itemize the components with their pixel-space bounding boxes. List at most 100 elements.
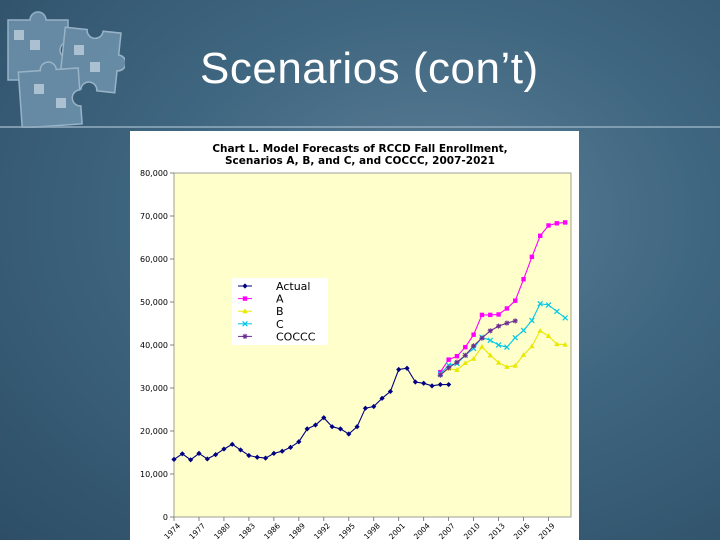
legend-label: A bbox=[276, 293, 284, 306]
data-point bbox=[471, 343, 477, 349]
x-tick-label: 2007 bbox=[437, 521, 457, 540]
data-point bbox=[479, 343, 485, 349]
data-point bbox=[463, 344, 468, 350]
x-tick-label: 2001 bbox=[387, 521, 407, 540]
x-tick-label: 1989 bbox=[287, 521, 307, 540]
data-point bbox=[495, 323, 502, 329]
series-a bbox=[438, 220, 568, 375]
x-tick-label: 1992 bbox=[312, 521, 332, 540]
chart-container: Chart L. Model Forecasts of RCCD Fall En… bbox=[130, 131, 579, 541]
data-point bbox=[246, 452, 252, 459]
data-point bbox=[562, 220, 568, 225]
data-point bbox=[304, 426, 310, 432]
data-point bbox=[446, 357, 451, 362]
data-point bbox=[437, 381, 443, 388]
data-point bbox=[554, 308, 560, 315]
data-point bbox=[179, 451, 185, 457]
data-point bbox=[529, 343, 535, 349]
y-tick-label: 50,000 bbox=[140, 298, 168, 307]
y-tick-label: 70,000 bbox=[140, 212, 168, 221]
data-point bbox=[446, 365, 452, 371]
x-tick-label: 2016 bbox=[512, 521, 532, 540]
data-point bbox=[504, 344, 510, 350]
x-tick-label: 2013 bbox=[487, 521, 507, 540]
data-point bbox=[171, 456, 177, 462]
puzzle-logo bbox=[7, 11, 125, 128]
legend-item: Actual bbox=[238, 280, 310, 293]
data-point bbox=[496, 312, 501, 317]
data-point bbox=[512, 318, 518, 324]
data-point bbox=[504, 320, 510, 326]
data-point bbox=[213, 452, 219, 458]
data-point bbox=[470, 355, 477, 361]
y-tick-label: 30,000 bbox=[140, 384, 168, 393]
data-point bbox=[545, 333, 552, 338]
data-point bbox=[454, 359, 460, 365]
x-tick-label: 2019 bbox=[537, 521, 557, 540]
data-point bbox=[488, 312, 493, 318]
y-tick-label: 40,000 bbox=[140, 341, 168, 350]
legend-item: B bbox=[238, 305, 284, 318]
y-tick-label: 80,000 bbox=[140, 169, 168, 178]
y-tick-label: 10,000 bbox=[140, 470, 168, 479]
data-point bbox=[554, 341, 560, 347]
data-point bbox=[242, 296, 248, 301]
series-line bbox=[439, 221, 566, 373]
data-point bbox=[520, 352, 527, 357]
data-point bbox=[529, 317, 535, 324]
data-point bbox=[513, 298, 518, 303]
data-point bbox=[287, 444, 294, 450]
data-point bbox=[471, 332, 476, 337]
data-point bbox=[354, 424, 360, 430]
series-line bbox=[439, 320, 516, 376]
data-point bbox=[487, 337, 494, 344]
data-point bbox=[546, 223, 551, 228]
x-tick-label: 1998 bbox=[362, 521, 382, 540]
slide-title: Scenarios (con’t) bbox=[200, 44, 539, 93]
data-point bbox=[404, 365, 410, 371]
data-point bbox=[229, 441, 235, 447]
data-point bbox=[562, 315, 568, 321]
data-point bbox=[242, 333, 248, 339]
legend-item: COCCC bbox=[238, 330, 316, 343]
legend-item: C bbox=[238, 318, 284, 331]
x-tick-label: 1986 bbox=[262, 521, 282, 540]
data-point bbox=[538, 233, 543, 238]
y-tick-label: 20,000 bbox=[140, 427, 168, 436]
data-point bbox=[446, 381, 452, 388]
data-point bbox=[512, 334, 519, 341]
data-point bbox=[337, 426, 344, 432]
data-point bbox=[188, 457, 194, 463]
legend-label: COCCC bbox=[276, 330, 316, 343]
data-point bbox=[462, 352, 468, 358]
x-tick-label: 1995 bbox=[337, 521, 357, 540]
data-point bbox=[512, 362, 518, 368]
series-line bbox=[173, 367, 449, 461]
y-tick-label: 0 bbox=[163, 513, 168, 522]
x-tick-label: 1977 bbox=[187, 521, 207, 540]
x-tick-label: 2004 bbox=[412, 521, 432, 540]
y-tick-label: 60,000 bbox=[140, 255, 168, 264]
chart-title: Chart L. Model Forecasts of RCCD Fall En… bbox=[212, 143, 507, 155]
data-point bbox=[520, 327, 527, 334]
data-point bbox=[479, 335, 485, 341]
data-point bbox=[495, 342, 502, 348]
data-point bbox=[242, 308, 248, 314]
series-coccc bbox=[437, 318, 518, 378]
data-point bbox=[562, 341, 568, 347]
series-line bbox=[439, 330, 566, 376]
data-point bbox=[296, 439, 302, 445]
data-point bbox=[504, 306, 510, 311]
data-point bbox=[242, 320, 248, 327]
data-point bbox=[504, 364, 510, 369]
data-point bbox=[221, 446, 227, 452]
x-tick-label: 1983 bbox=[237, 521, 257, 540]
data-point bbox=[262, 455, 269, 461]
data-point bbox=[554, 221, 560, 226]
x-tick-label: 1980 bbox=[212, 521, 232, 540]
chart-subtitle: Scenarios A, B, and C, and COCCC, 2007-2… bbox=[225, 155, 495, 167]
data-point bbox=[529, 254, 535, 260]
data-point bbox=[454, 353, 460, 359]
data-point bbox=[521, 277, 526, 282]
data-point bbox=[279, 448, 285, 454]
